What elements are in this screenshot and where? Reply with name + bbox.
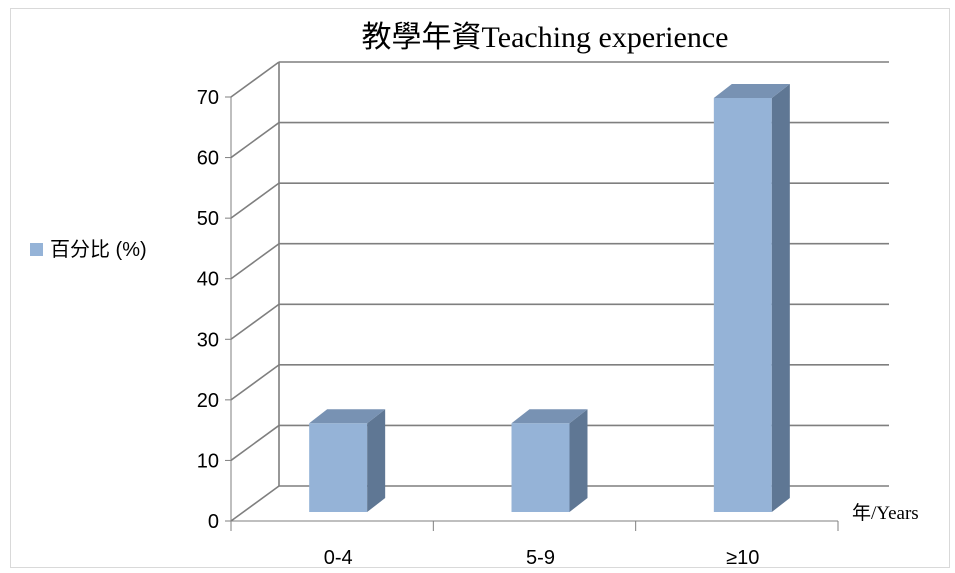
bar-5-9 [511,409,588,512]
y-tick-label: 40 [197,269,219,291]
x-tick-label: 0-4 [324,547,353,569]
x-tick-label: 5-9 [526,547,555,569]
bar-side [771,84,790,512]
gridline-diagonal [230,424,280,462]
gridline-diagonal [230,243,280,280]
bar-front [713,98,772,512]
bar-top [713,84,790,98]
bar-front [309,423,368,512]
bar-top [511,409,588,424]
chart-title: 教學年資Teaching experience [362,21,729,54]
legend: 百分比 (%) [30,238,147,261]
bar-≥10 [713,84,790,512]
gridline-diagonal [230,182,280,219]
legend-swatch [30,243,43,256]
gridline-diagonal [230,303,280,340]
gridline-diagonal [230,364,280,401]
bar-0-4 [309,409,386,512]
labels: 0 10 20 30 40 50 60 70 0-4 5-9 ≥10 [197,87,760,569]
legend-label: 百分比 (%) [50,238,147,261]
axes [225,96,839,531]
gridline-diagonal [230,61,280,98]
y-tick-label: 0 [208,511,219,533]
bars [309,84,790,512]
x-axis-unit-label: 年/Years [852,502,919,524]
bar-front [511,423,570,512]
y-tick-label: 70 [197,87,219,109]
bar-side [367,409,386,512]
y-tick-label: 60 [197,148,219,170]
floor-diagonal [230,485,280,522]
y-tick-label: 30 [197,329,219,351]
gridline-diagonal [230,121,280,159]
y-tick-label: 50 [197,208,219,230]
x-tick-label: ≥10 [726,547,759,569]
chart-area [10,8,950,568]
bar-top [309,409,386,424]
bar-side [569,409,588,512]
y-tick-label: 10 [197,450,219,472]
y-tick-label: 20 [197,390,219,412]
